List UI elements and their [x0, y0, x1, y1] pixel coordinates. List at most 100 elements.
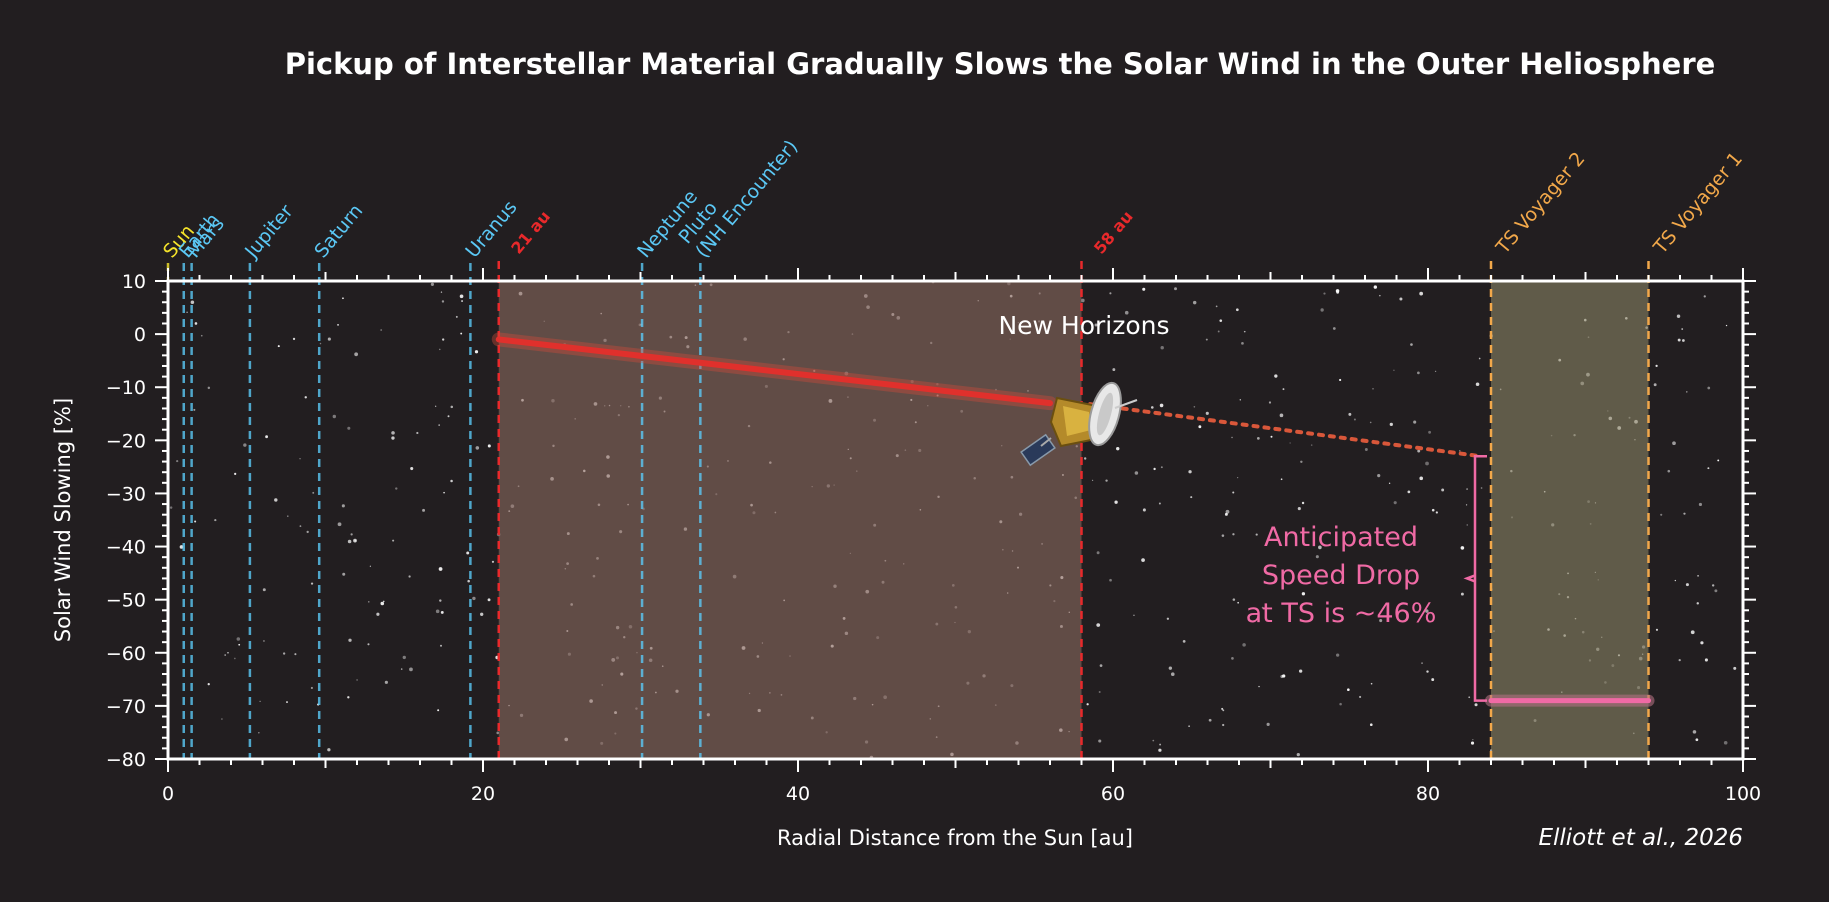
star: [1222, 723, 1225, 727]
star: [1241, 341, 1244, 345]
star: [440, 610, 444, 614]
star: [1243, 330, 1246, 333]
star: [1182, 639, 1186, 643]
star: [1160, 466, 1163, 469]
star: [480, 612, 484, 616]
star: [299, 525, 302, 528]
star: [1280, 478, 1283, 481]
star: [1279, 413, 1284, 418]
star: [238, 643, 241, 646]
star: [1094, 323, 1098, 327]
star: [1258, 685, 1260, 688]
star: [310, 686, 313, 690]
star: [408, 575, 411, 578]
boundary-label: 58 au: [1090, 207, 1137, 258]
star: [400, 668, 403, 670]
star: [416, 431, 419, 435]
star: [1472, 739, 1474, 741]
star: [1232, 598, 1236, 601]
star: [1389, 422, 1393, 426]
star: [1091, 479, 1094, 482]
star: [1707, 386, 1711, 390]
star: [1266, 722, 1270, 726]
star: [1348, 412, 1352, 416]
star: [319, 342, 322, 345]
star: [1134, 471, 1139, 475]
star: [440, 644, 442, 647]
star: [1300, 460, 1303, 464]
star: [1112, 368, 1116, 371]
star: [1217, 330, 1220, 333]
annotation-line: at TS is ~46%: [1246, 598, 1437, 629]
star: [437, 709, 440, 712]
y-tick-label: 0: [134, 324, 146, 346]
star: [294, 653, 297, 656]
star: [1320, 308, 1324, 312]
star: [1393, 369, 1395, 371]
star: [274, 498, 278, 502]
star: [1232, 533, 1235, 536]
y-tick-label: 10: [122, 271, 146, 293]
star: [1676, 314, 1681, 318]
star: [1655, 628, 1659, 631]
star: [286, 701, 288, 703]
star: [1301, 501, 1305, 505]
boundary-label: TS Voyager 2: [1491, 148, 1589, 259]
star: [1332, 327, 1336, 330]
star: [1239, 399, 1241, 401]
star: [179, 545, 184, 549]
star: [1686, 391, 1688, 393]
star: [450, 405, 454, 409]
star: [376, 612, 380, 616]
star: [487, 444, 491, 448]
star: [1215, 305, 1218, 308]
star: [441, 300, 445, 303]
star: [1289, 442, 1291, 444]
y-tick-label: −80: [106, 749, 146, 771]
star: [1219, 319, 1223, 322]
star: [1364, 448, 1368, 451]
star: [347, 696, 350, 699]
star: [1158, 748, 1162, 752]
star: [194, 322, 198, 325]
star: [1232, 491, 1235, 494]
star: [1237, 477, 1239, 479]
star: [1660, 513, 1663, 516]
star: [342, 297, 344, 300]
star: [460, 332, 463, 335]
star: [1198, 425, 1202, 429]
speed-drop-annotation: Anticipated Speed Drop at TS is ~46%: [1246, 522, 1437, 629]
star: [1428, 430, 1432, 434]
star: [1170, 672, 1175, 676]
star: [1700, 641, 1704, 645]
star: [467, 579, 470, 583]
star: [1150, 406, 1154, 409]
star: [1310, 444, 1313, 446]
star: [1697, 575, 1699, 577]
y-axis-title: Solar Wind Slowing [%]: [51, 398, 75, 642]
star: [1339, 378, 1342, 382]
star: [176, 459, 179, 463]
star: [1315, 555, 1319, 559]
star: [1704, 658, 1708, 662]
star: [380, 329, 383, 331]
star: [277, 345, 280, 348]
annotation-line: Speed Drop: [1262, 560, 1420, 591]
star: [1297, 507, 1301, 511]
y-tick-label: −70: [106, 696, 146, 718]
star: [1714, 589, 1718, 593]
star: [447, 415, 450, 418]
star: [1166, 617, 1170, 620]
star: [1434, 370, 1437, 373]
speed-drop-bracket: [1463, 455, 1487, 702]
star: [435, 405, 437, 407]
star: [1159, 743, 1162, 746]
new-horizons-label: New Horizons: [998, 311, 1169, 340]
star: [1417, 449, 1421, 453]
star: [1685, 583, 1689, 587]
star: [1222, 709, 1225, 712]
star: [1318, 545, 1322, 550]
star: [1407, 490, 1411, 494]
